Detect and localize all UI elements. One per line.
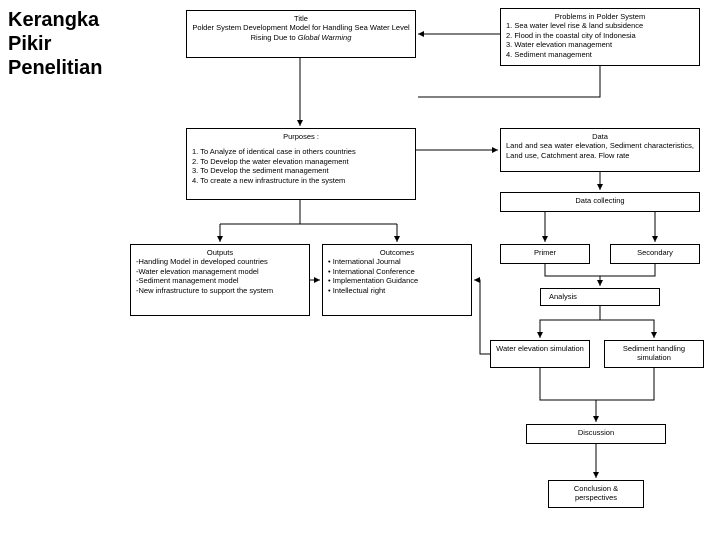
outcomes-item-2: • International Conference [328, 267, 466, 276]
problems-box: Problems in Polder System 1. Sea water l… [500, 8, 700, 66]
title-box: Title Polder System Development Model fo… [186, 10, 416, 58]
title-label: Title [192, 14, 410, 23]
conclusion-label-1: Conclusion & [554, 484, 638, 493]
outcomes-label: Outcomes [328, 248, 466, 257]
problems-item-4: 4. Sediment management [506, 50, 694, 59]
problems-label: Problems in Polder System [506, 12, 694, 21]
problems-item-3: 3. Water elevation management [506, 40, 694, 49]
outcomes-item-1: • International Journal [328, 257, 466, 266]
purposes-box: Purposes : 1. To Analyze of identical ca… [186, 128, 416, 200]
data-label: Data [506, 132, 694, 141]
page-heading: KerangkaPikirPenelitian [8, 8, 102, 80]
primer-box: Primer [500, 244, 590, 264]
purposes-item-3: 3. To Develop the sediment management [192, 166, 410, 175]
conclusion-box: Conclusion & perspectives [548, 480, 644, 508]
outputs-item-2: -Water elevation management model [136, 267, 304, 276]
conclusion-label-2: perspectives [554, 493, 638, 502]
outcomes-item-3: • Implementation Guidance [328, 276, 466, 285]
discussion-box: Discussion [526, 424, 666, 444]
water-sim-box: Water elevation simulation [490, 340, 590, 368]
data-text: Land and sea water elevation, Sediment c… [506, 141, 694, 160]
title-text: Polder System Development Model for Hand… [192, 23, 410, 42]
outputs-item-4: -New infrastructure to support the syste… [136, 286, 304, 295]
outputs-item-1: -Handling Model in developed countries [136, 257, 304, 266]
secondary-box: Secondary [610, 244, 700, 264]
outcomes-item-4: • Intellectual right [328, 286, 466, 295]
sediment-sim-box: Sediment handling simulation [604, 340, 704, 368]
outputs-box: Outputs -Handling Model in developed cou… [130, 244, 310, 316]
outcomes-box: Outcomes • International Journal • Inter… [322, 244, 472, 316]
purposes-label: Purposes : [192, 132, 410, 141]
purposes-item-1: 1. To Analyze of identical case in other… [192, 147, 410, 156]
problems-item-1: 1. Sea water level rise & land subsidenc… [506, 21, 694, 30]
outputs-label: Outputs [136, 248, 304, 257]
outputs-item-3: -Sediment management model [136, 276, 304, 285]
analysis-box: Analysis [540, 288, 660, 306]
title-text-italic: Global Warming [298, 33, 352, 42]
purposes-item-2: 2. To Develop the water elevation manage… [192, 157, 410, 166]
problems-item-2: 2. Flood in the coastal city of Indonesi… [506, 31, 694, 40]
data-collecting-box: Data collecting [500, 192, 700, 212]
data-box: Data Land and sea water elevation, Sedim… [500, 128, 700, 172]
purposes-item-4: 4. To create a new infrastructure in the… [192, 176, 410, 185]
